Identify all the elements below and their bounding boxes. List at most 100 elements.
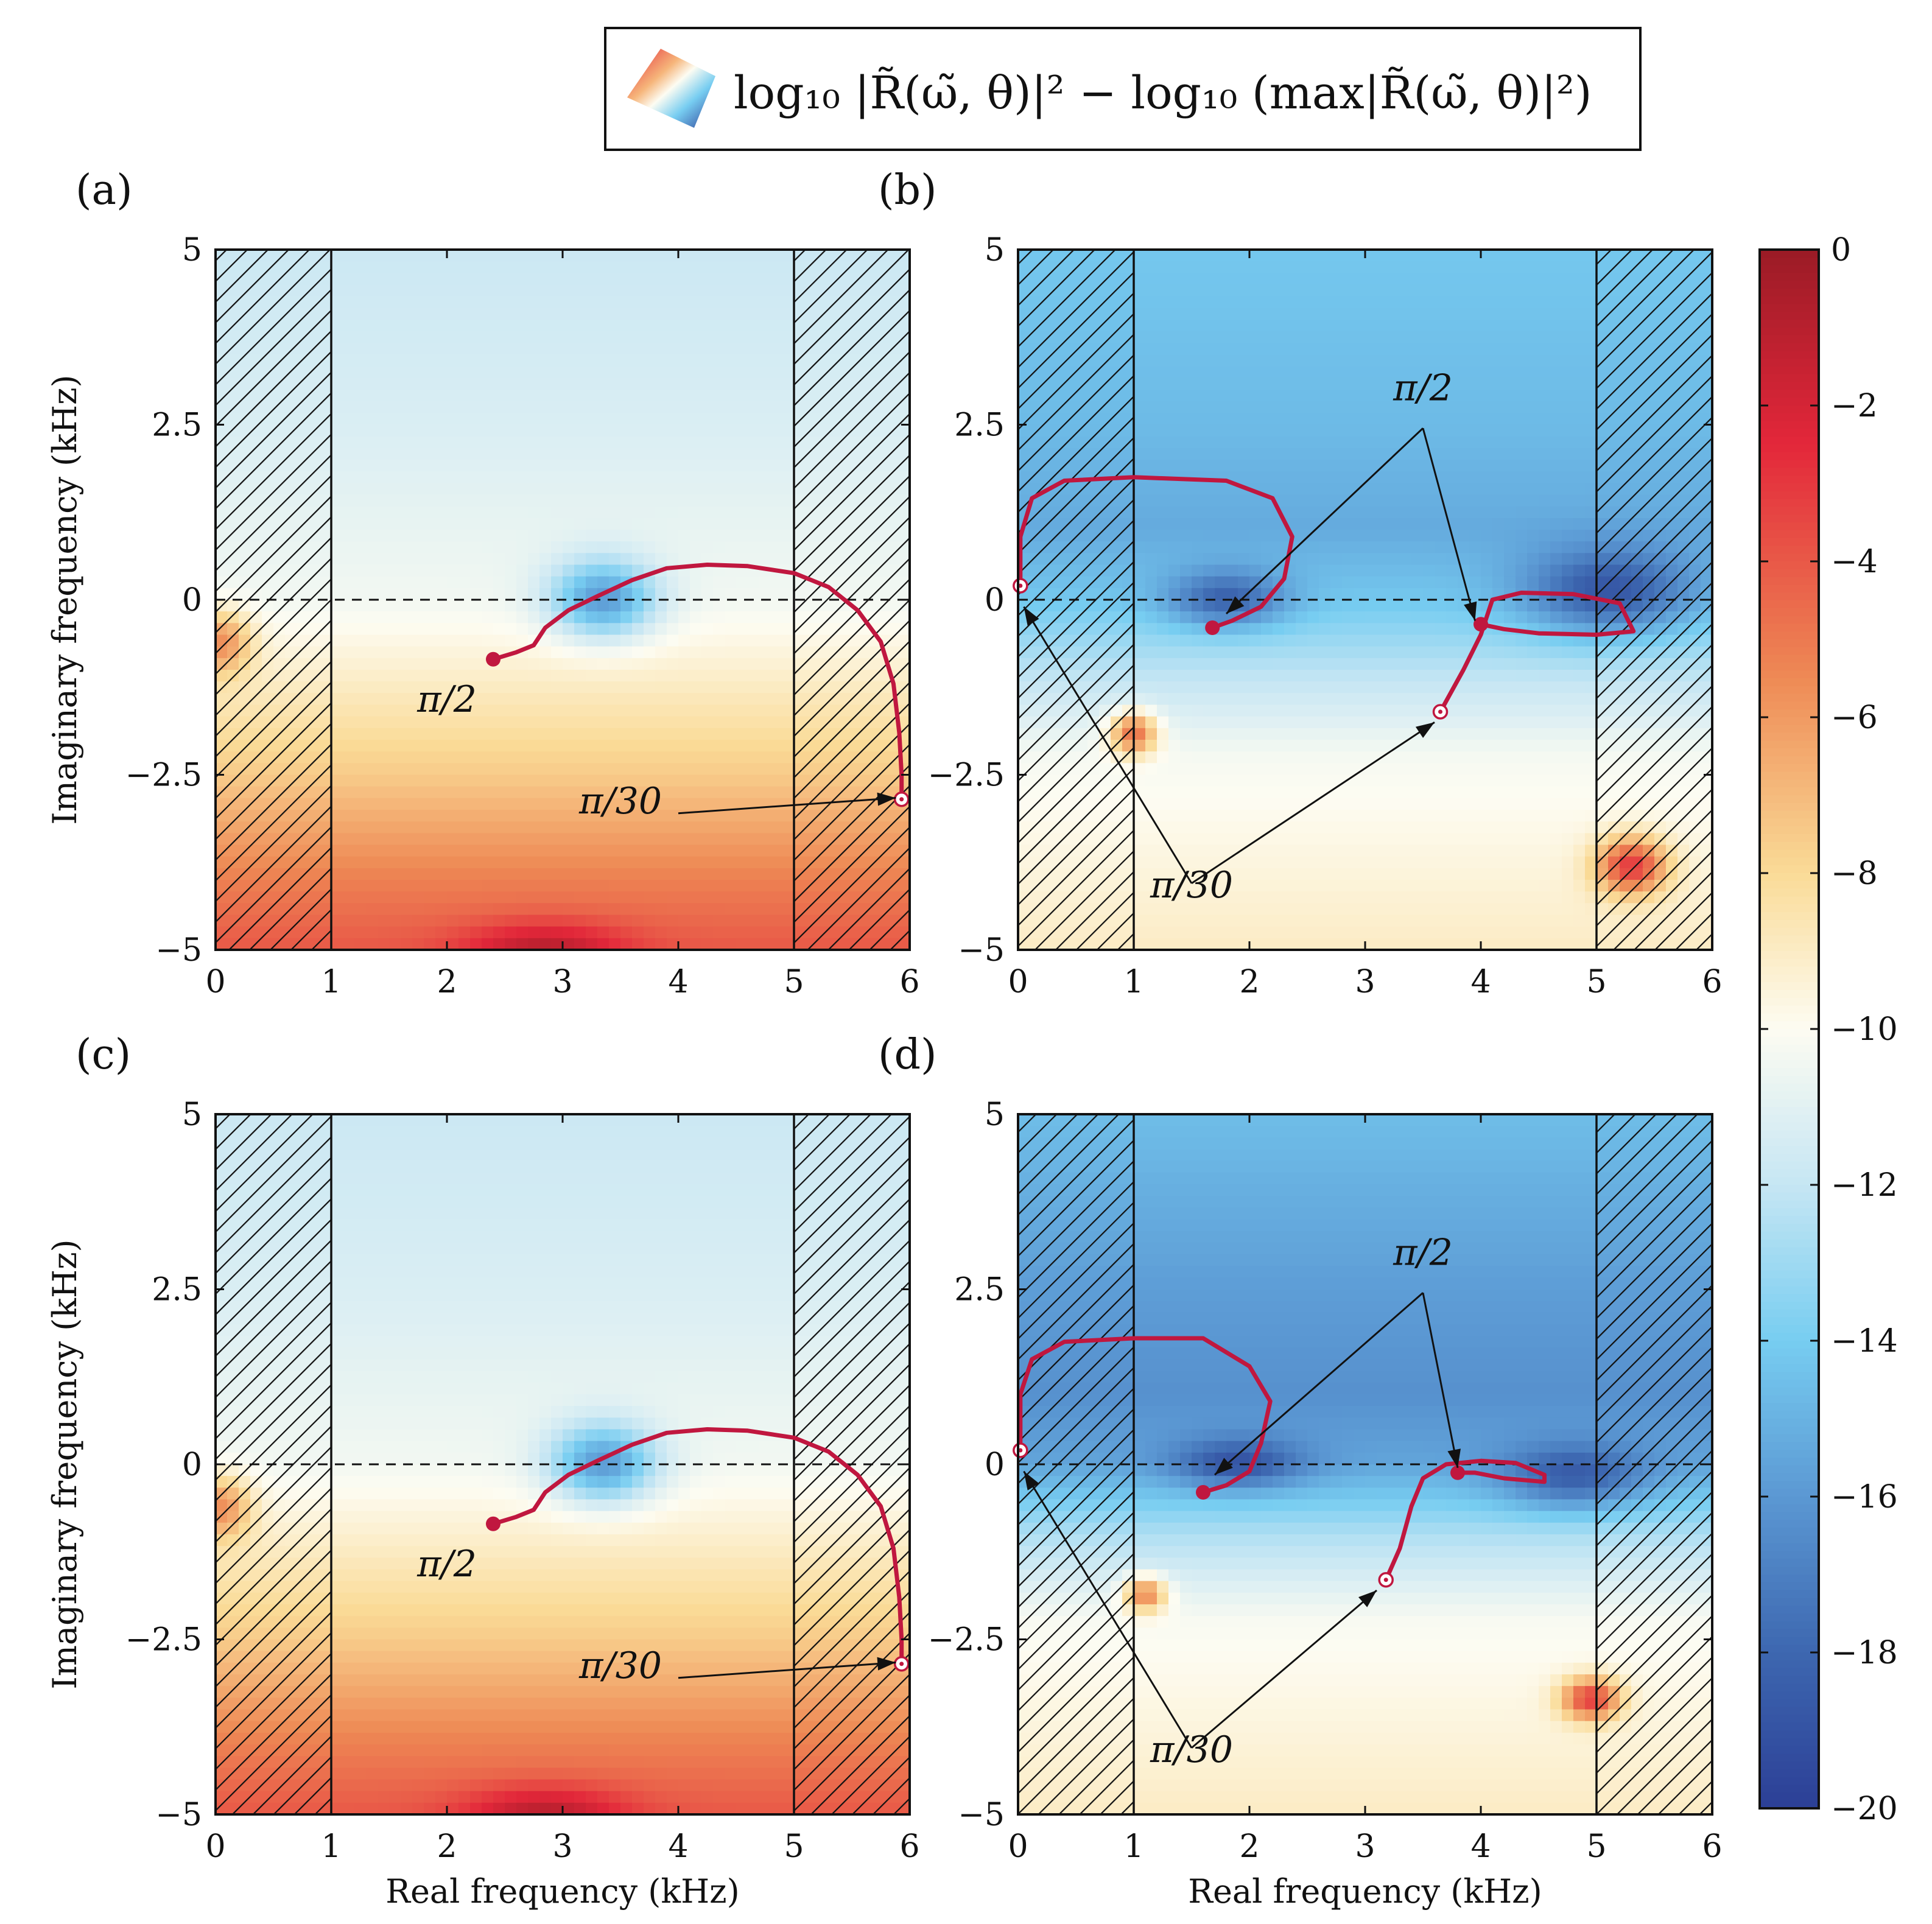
heat-cell — [701, 821, 714, 834]
heat-cell — [782, 576, 795, 589]
heat-cell — [574, 390, 586, 402]
heat-cell — [713, 623, 725, 636]
heat-cell — [597, 740, 609, 753]
heat-cell — [701, 693, 714, 706]
heat-cell — [644, 774, 656, 787]
heat-cell — [574, 494, 586, 507]
heat-cell — [609, 926, 621, 939]
heat-cell — [505, 833, 517, 846]
heat-cell — [331, 320, 343, 332]
heat-cell — [470, 401, 482, 414]
heat-cell — [470, 740, 482, 753]
heat-cell — [1157, 856, 1169, 869]
heat-cell — [713, 833, 725, 846]
heat-cell — [1180, 354, 1192, 367]
heat-cell — [366, 436, 378, 449]
heat-cell — [343, 623, 355, 636]
heat-cell — [1180, 250, 1192, 262]
heat-cell — [470, 390, 482, 402]
heat-cell — [586, 704, 598, 717]
heat-cell — [1226, 646, 1238, 659]
heat-cell — [539, 634, 552, 647]
heat-cell — [1180, 728, 1192, 740]
heat-cell — [759, 844, 771, 857]
heat-cell — [343, 798, 355, 810]
heat-cell — [574, 844, 586, 857]
heat-cell — [609, 541, 621, 554]
heat-cell — [667, 307, 679, 320]
heat-cell — [551, 284, 563, 297]
heat-cell — [632, 354, 644, 367]
heat-cell — [1249, 460, 1262, 472]
heat-cell — [378, 880, 390, 893]
heat-cell — [771, 833, 783, 846]
heat-cell — [551, 377, 563, 390]
heat-cell — [678, 728, 690, 740]
heat-cell — [667, 774, 679, 787]
heat-cell — [632, 704, 644, 717]
heat-cell — [1215, 564, 1227, 577]
heat-cell — [701, 798, 714, 810]
heat-cell — [482, 471, 494, 484]
heat-cell — [389, 938, 401, 950]
heat-cell — [401, 483, 413, 496]
heat-cell — [551, 564, 563, 577]
heat-cell — [389, 424, 401, 437]
heat-cell — [482, 833, 494, 846]
heat-cell — [609, 250, 621, 262]
heat-cell — [1249, 704, 1262, 717]
heat-cell — [528, 681, 540, 694]
heat-cell — [1134, 401, 1146, 414]
heat-cell — [1134, 670, 1146, 683]
heat-cell — [748, 891, 760, 904]
heat-cell — [771, 786, 783, 799]
heat-cell — [1145, 728, 1157, 740]
heat-cell — [1134, 774, 1146, 787]
heat-cell — [1215, 704, 1227, 717]
heat-cell — [1192, 564, 1204, 577]
heat-cell — [563, 915, 575, 927]
heat-cell — [713, 693, 725, 706]
heat-cell — [482, 693, 494, 706]
heat-cell — [401, 261, 413, 274]
heat-cell — [1157, 343, 1169, 356]
heat-cell — [701, 600, 714, 613]
heat-cell — [655, 331, 667, 344]
heat-cell — [482, 763, 494, 776]
heat-cell — [620, 588, 633, 600]
heat-cell — [632, 436, 644, 449]
heat-cell — [528, 856, 540, 869]
heat-cell — [632, 623, 644, 636]
heat-cell — [458, 880, 471, 893]
heat-cell — [655, 541, 667, 554]
heat-cell — [424, 436, 436, 449]
heat-cell — [1215, 401, 1227, 414]
heat-cell — [1261, 880, 1273, 893]
heat-cell — [609, 774, 621, 787]
heat-cell — [678, 681, 690, 694]
heat-cell — [1238, 938, 1250, 950]
heat-cell — [678, 518, 690, 530]
heat-cell — [563, 751, 575, 764]
heat-cell — [378, 448, 390, 460]
heat-cell — [447, 413, 459, 426]
heat-cell — [539, 740, 552, 753]
heat-cell — [401, 307, 413, 320]
heat-cell — [690, 821, 702, 834]
heat-cell — [551, 798, 563, 810]
heat-cell — [1203, 494, 1215, 507]
heat-cell — [505, 250, 517, 262]
heat-cell — [482, 273, 494, 286]
heat-cell — [482, 634, 494, 647]
heat-cell — [447, 366, 459, 379]
heat-cell — [389, 541, 401, 554]
heat-cell — [1261, 704, 1273, 717]
heat-cell — [505, 541, 517, 554]
heat-cell — [655, 284, 667, 297]
heat-cell — [1180, 576, 1192, 589]
heat-cell — [620, 518, 633, 530]
heat-cell — [690, 600, 702, 613]
heat-cell — [759, 915, 771, 927]
heat-cell — [389, 774, 401, 787]
heat-cell — [1261, 646, 1273, 659]
